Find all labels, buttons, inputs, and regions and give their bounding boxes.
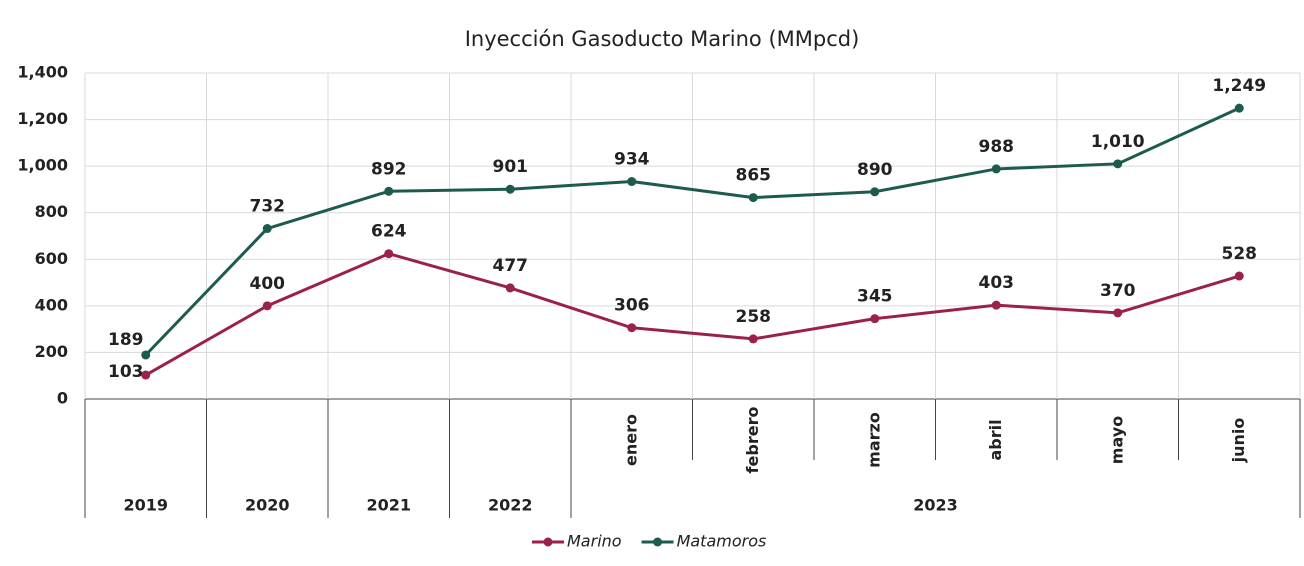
data-label: 988 [979, 137, 1015, 157]
x-tick-label: 2022 [488, 496, 533, 515]
data-point [1113, 308, 1123, 318]
data-point [627, 177, 637, 187]
data-point [1234, 103, 1244, 113]
data-label: 189 [108, 330, 144, 350]
x-tick-label: marzo [864, 412, 883, 468]
data-point [141, 370, 151, 380]
data-point [384, 186, 394, 196]
data-label: 1,010 [1091, 132, 1145, 152]
x-tick-label: junio [1229, 418, 1248, 464]
data-point [870, 187, 880, 197]
data-point [141, 350, 151, 360]
x-tick-label: abril [986, 419, 1005, 460]
data-label: 528 [1222, 244, 1258, 264]
legend-dot [543, 537, 553, 547]
group-label: 2023 [913, 496, 958, 515]
legend-dot [653, 537, 663, 547]
x-tick-label: enero [621, 414, 640, 466]
data-point [991, 164, 1001, 174]
x-tick-label: febrero [743, 407, 762, 474]
data-label: 306 [614, 296, 650, 316]
y-tick-label: 1,000 [17, 156, 68, 175]
data-point [748, 193, 758, 203]
y-tick-label: 400 [35, 295, 68, 314]
x-tick-label: 2021 [366, 496, 411, 515]
x-tick-label: mayo [1107, 416, 1126, 464]
y-tick-label: 0 [57, 389, 68, 408]
data-point [1234, 271, 1244, 281]
y-tick-label: 200 [35, 342, 68, 361]
y-tick-label: 1,200 [17, 109, 68, 128]
x-tick-label: 2020 [245, 496, 290, 515]
series-line [144, 106, 1240, 357]
data-point [1113, 159, 1123, 169]
data-point [505, 283, 515, 293]
legend-label: Marino [567, 532, 622, 551]
data-point [505, 184, 515, 194]
data-label: 624 [371, 222, 407, 242]
y-tick-label: 800 [35, 202, 68, 221]
data-point [262, 224, 272, 234]
data-label: 370 [1100, 281, 1136, 301]
data-label: 890 [857, 160, 893, 180]
data-label: 477 [493, 256, 529, 276]
data-label: 345 [857, 287, 893, 307]
data-label: 901 [493, 157, 529, 177]
data-label: 892 [371, 159, 407, 179]
data-point [384, 249, 394, 259]
data-label: 934 [614, 150, 650, 170]
data-label: 732 [250, 197, 286, 217]
data-label: 103 [108, 362, 144, 382]
chart-title: Inyección Gasoducto Marino (MMpcd) [465, 27, 860, 51]
data-label: 1,249 [1212, 76, 1266, 96]
legend-label: Matamoros [677, 532, 767, 551]
data-label: 865 [736, 166, 772, 186]
data-point [991, 300, 1001, 310]
y-tick-label: 600 [35, 249, 68, 268]
data-label: 403 [979, 273, 1015, 293]
data-label: 400 [250, 274, 286, 294]
data-point [262, 301, 272, 311]
data-point [748, 334, 758, 344]
data-point [870, 314, 880, 324]
data-point [627, 323, 637, 333]
data-label: 258 [736, 307, 772, 327]
series-line [145, 252, 1240, 377]
y-tick-label: 1,400 [17, 63, 68, 82]
x-tick-label: 2019 [123, 496, 168, 515]
